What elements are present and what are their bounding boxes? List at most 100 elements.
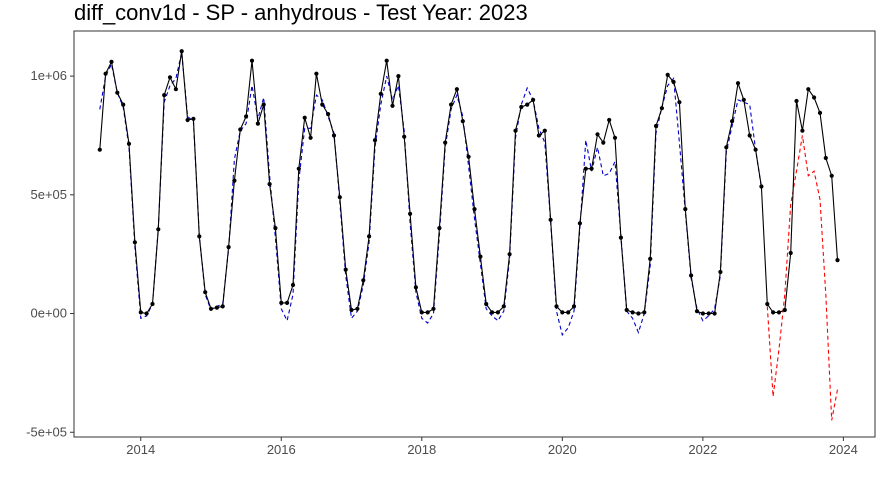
y-tick-label: 0e+00: [30, 306, 67, 321]
data-point: [349, 307, 354, 313]
series-layer: [97, 49, 840, 421]
data-point: [454, 87, 459, 92]
y-tick-label: 1e+06: [30, 68, 67, 83]
data-point: [261, 102, 266, 107]
data-point: [560, 310, 565, 315]
data-point: [694, 309, 700, 314]
data-point: [665, 72, 670, 77]
data-point: [185, 117, 190, 123]
data-point: [806, 87, 811, 92]
data-point: [244, 114, 249, 119]
data-point: [220, 304, 225, 309]
data-point: [308, 135, 313, 140]
data-point: [437, 226, 442, 231]
data-point: [173, 87, 178, 92]
x-tick-label: 2020: [548, 442, 577, 457]
data-point: [156, 227, 161, 232]
data-point: [402, 134, 407, 139]
data-point: [296, 166, 301, 171]
data-point: [759, 184, 764, 189]
data-point: [525, 102, 530, 107]
data-point: [150, 301, 155, 307]
data-point: [144, 311, 149, 316]
data-point: [706, 311, 711, 316]
x-tick-label: 2024: [829, 442, 858, 457]
data-point: [331, 133, 337, 138]
data-point: [390, 103, 395, 108]
data-point: [484, 301, 489, 307]
data-point: [730, 119, 735, 124]
data-point: [677, 100, 682, 105]
data-point: [337, 195, 342, 200]
data-point: [419, 310, 424, 315]
data-point: [776, 310, 782, 315]
data-point: [583, 166, 588, 171]
data-point: [466, 154, 471, 159]
data-point: [238, 127, 243, 132]
data-point: [226, 245, 231, 250]
data-point: [367, 234, 372, 239]
data-point: [97, 147, 102, 152]
data-point: [531, 97, 536, 102]
data-point: [577, 221, 583, 226]
data-point: [823, 155, 828, 161]
data-point: [378, 91, 383, 96]
x-tick-label: 2016: [267, 442, 296, 457]
data-point: [214, 305, 219, 310]
data-point: [747, 133, 752, 138]
data-point: [835, 258, 840, 263]
x-tick-label: 2018: [407, 442, 436, 457]
data-point: [320, 102, 325, 107]
data-point: [203, 290, 208, 295]
data-point: [126, 141, 132, 146]
chart-title: diff_conv1d - SP - anhydrous - Test Year…: [74, 0, 528, 25]
data-point: [618, 235, 624, 240]
data-point: [197, 234, 202, 239]
data-point: [771, 310, 776, 315]
data-point: [302, 115, 307, 120]
data-point: [431, 306, 436, 311]
data-point: [273, 226, 278, 231]
data-point: [361, 278, 366, 283]
data-point: [167, 75, 173, 80]
data-point: [794, 98, 799, 104]
data-point: [138, 310, 143, 315]
data-point: [396, 74, 401, 79]
data-point: [782, 307, 787, 313]
x-axis: 2014 2016 2018 2020 2022 2024: [126, 437, 858, 457]
plot-panel: [73, 30, 876, 438]
data-point: [571, 304, 577, 309]
data-point: [753, 147, 758, 152]
data-point: [712, 311, 717, 316]
data-point: [384, 58, 389, 63]
data-point: [542, 128, 547, 133]
data-point: [267, 182, 272, 187]
data-point: [495, 310, 500, 315]
data-point: [800, 128, 805, 133]
data-point: [443, 140, 448, 145]
data-point: [812, 95, 817, 100]
data-point: [741, 97, 746, 102]
data-point: [607, 117, 612, 123]
data-point: [724, 145, 729, 150]
data-point: [115, 90, 120, 95]
data-point: [326, 112, 331, 117]
data-point: [109, 59, 114, 64]
data-point: [642, 310, 647, 315]
data-point: [472, 207, 477, 212]
data-point: [343, 267, 348, 272]
data-point: [536, 133, 542, 138]
data-point: [408, 211, 413, 216]
data-point: [612, 135, 618, 140]
y-axis: -5e+05 0e+00 5e+05 1e+06: [26, 68, 74, 439]
data-point: [700, 311, 706, 316]
data-point: [648, 256, 653, 261]
data-point: [689, 273, 694, 278]
series-line-forecast: [766, 135, 839, 421]
data-point: [314, 71, 319, 76]
data-point: [554, 304, 559, 309]
data-point: [279, 300, 284, 305]
data-point: [817, 110, 823, 115]
data-point: [653, 123, 659, 129]
